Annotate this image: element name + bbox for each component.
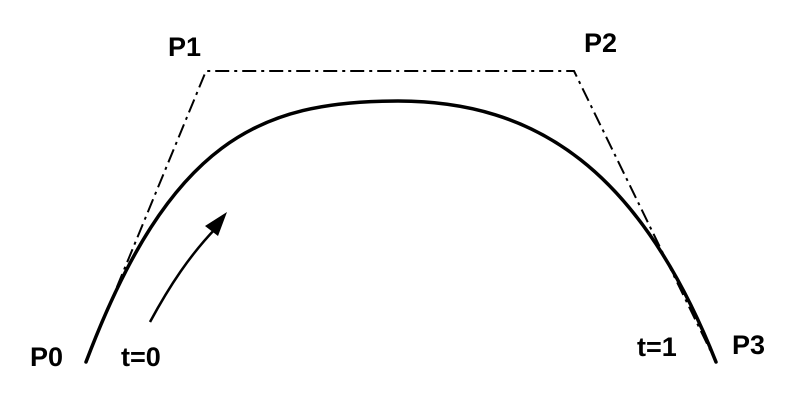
control-polygon <box>85 70 717 363</box>
label-t-end: t=1 <box>637 332 677 362</box>
label-p0: P0 <box>30 342 63 372</box>
label-p1: P1 <box>168 32 201 62</box>
arrow-icon <box>148 212 227 323</box>
bezier-curve <box>84 99 718 364</box>
label-t-start: t=0 <box>121 342 161 372</box>
label-p3: P3 <box>732 330 765 360</box>
label-p2: P2 <box>584 28 617 58</box>
